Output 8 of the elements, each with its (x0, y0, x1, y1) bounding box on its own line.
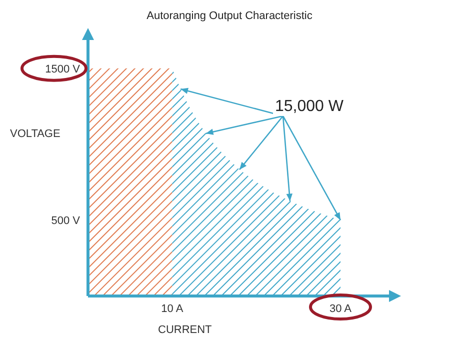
x-tick-label: 30 A (329, 302, 352, 315)
x-tick-label: 10 A (161, 302, 184, 315)
y-axis-title: VOLTAGE (10, 128, 60, 140)
x-axis-title: CURRENT (158, 324, 212, 336)
y-tick-label: 500 V (51, 215, 81, 228)
annotation: 15,000 W (273, 98, 346, 116)
chart-title: Autoranging Output Characteristic (146, 10, 314, 22)
y-tick-label: 1500 V (45, 63, 81, 76)
